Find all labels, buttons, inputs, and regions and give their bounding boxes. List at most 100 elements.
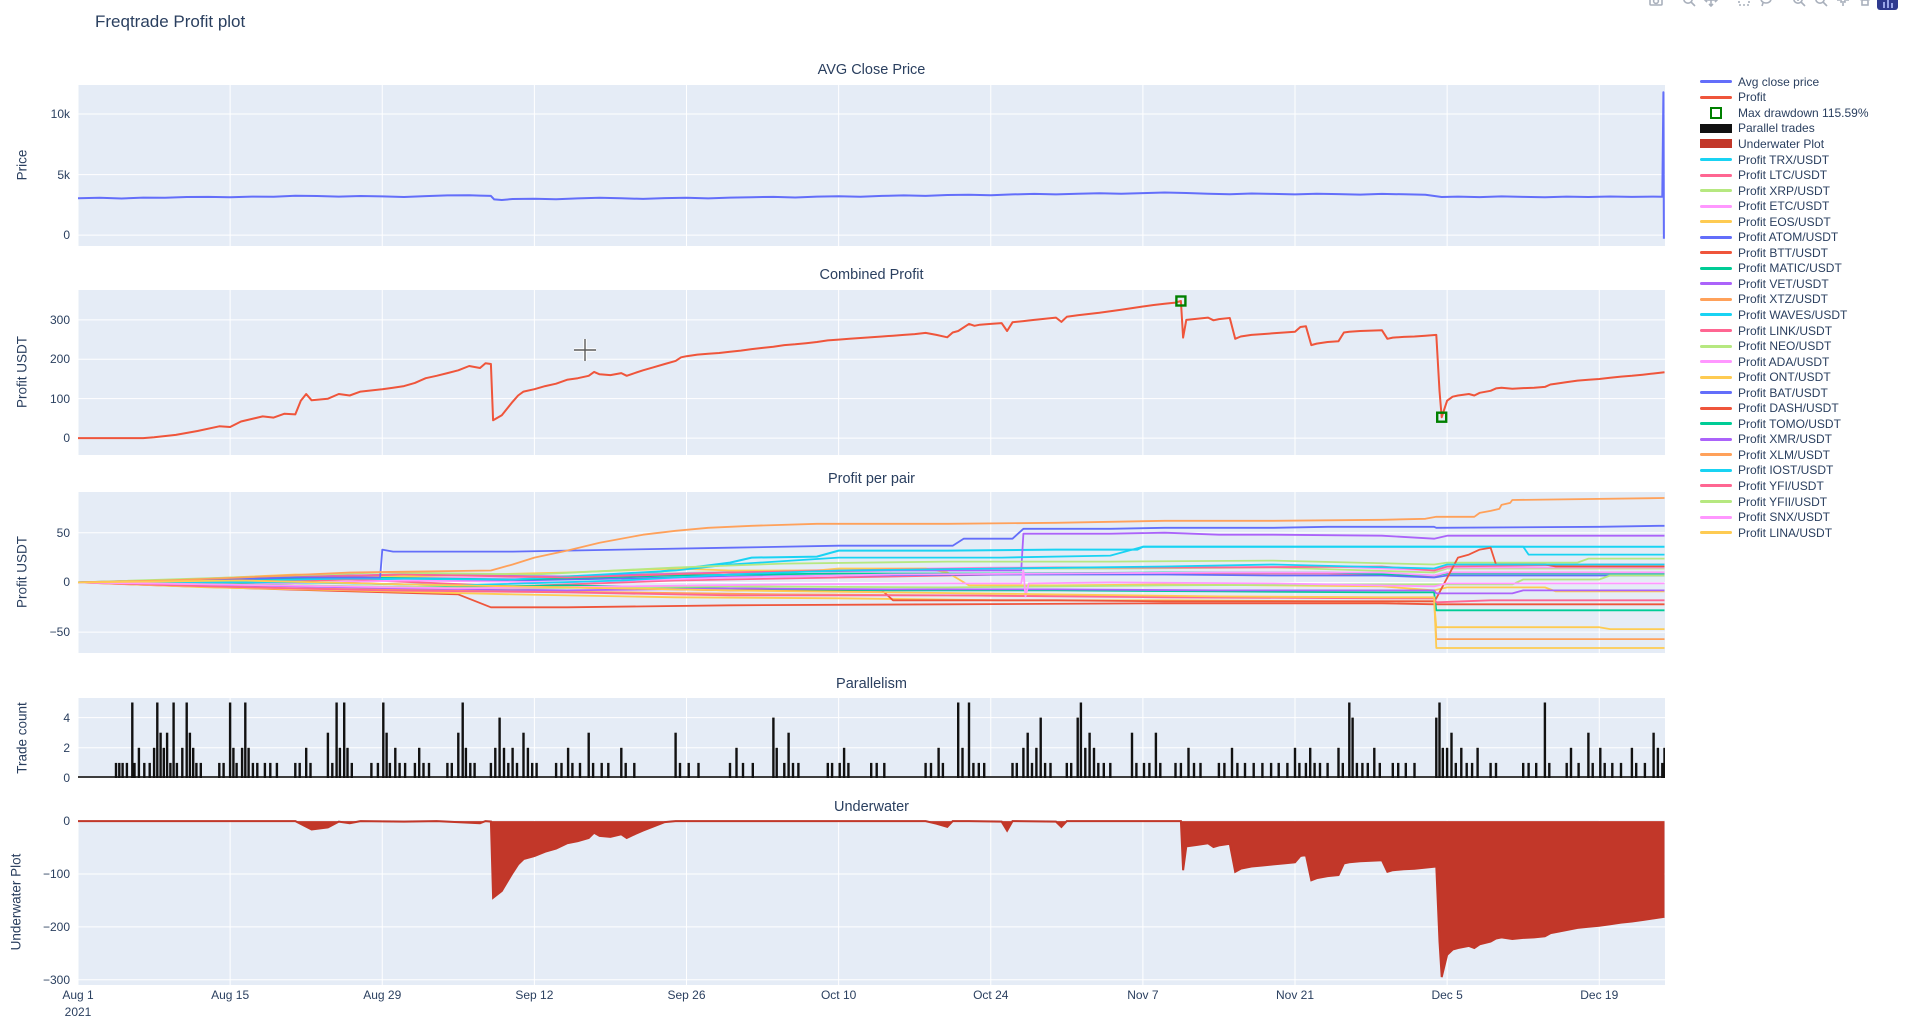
legend-item-profit-lina-usdt[interactable]: Profit LINA/USDT — [1700, 525, 1869, 541]
legend-item-label: Parallel trades — [1738, 121, 1815, 136]
legend-item-underwater-plot[interactable]: Underwater Plot — [1700, 136, 1869, 152]
pan-icon[interactable] — [1701, 0, 1720, 9]
legend-item-profit-matic-usdt[interactable]: Profit MATIC/USDT — [1700, 261, 1869, 277]
trade-count-bar — [457, 732, 460, 778]
legend-item-profit-yfii-usdt[interactable]: Profit YFII/USDT — [1700, 494, 1869, 510]
zoom-out-icon[interactable] — [1811, 0, 1830, 9]
legend-item-profit-snx-usdt[interactable]: Profit SNX/USDT — [1700, 509, 1869, 525]
legend-item-profit-trx-usdt[interactable]: Profit TRX/USDT — [1700, 152, 1869, 168]
reset-axes-icon[interactable] — [1855, 0, 1874, 9]
legend-item-profit-atom-usdt[interactable]: Profit ATOM/USDT — [1700, 229, 1869, 245]
trade-count-bar — [331, 762, 334, 778]
trade-count-bar — [1230, 747, 1234, 778]
legend-item-label: Profit VET/USDT — [1738, 276, 1829, 291]
subplot-combined-profit[interactable] — [78, 290, 1665, 455]
camera-icon[interactable] — [1646, 0, 1665, 9]
legend-item-profit-eos-usdt[interactable]: Profit EOS/USDT — [1700, 214, 1869, 230]
trade-count-bar — [1043, 762, 1047, 778]
trade-count-bar — [143, 762, 146, 778]
max-drawdown-marker — [1175, 295, 1187, 307]
trade-count-bar — [175, 762, 179, 778]
legend-line-swatch-icon — [1700, 313, 1732, 317]
legend-item-profit-iost-usdt[interactable]: Profit IOST/USDT — [1700, 463, 1869, 479]
trade-count-bar — [422, 762, 425, 778]
trade-count-bar — [1217, 762, 1221, 778]
legend-item-profit-link-usdt[interactable]: Profit LINK/USDT — [1700, 323, 1869, 339]
legend-item-profit-ont-usdt[interactable]: Profit ONT/USDT — [1700, 369, 1869, 385]
trade-count-bar — [1435, 717, 1438, 778]
trade-count-bar — [1548, 762, 1551, 778]
zoom-icon[interactable] — [1679, 0, 1698, 9]
legend-item-profit-bat-usdt[interactable]: Profit BAT/USDT — [1700, 385, 1869, 401]
trade-count-bar — [275, 762, 279, 778]
legend-item-parallel-trades[interactable]: Parallel trades — [1700, 121, 1869, 137]
legend-item-profit-btt-usdt[interactable]: Profit BTT/USDT — [1700, 245, 1869, 261]
trade-count-bar — [1236, 762, 1239, 778]
legend-item-profit-dash-usdt[interactable]: Profit DASH/USDT — [1700, 400, 1869, 416]
legend-item-profit-ltc-usdt[interactable]: Profit LTC/USDT — [1700, 167, 1869, 183]
box-select-icon[interactable] — [1734, 0, 1753, 9]
subplot-underwater[interactable] — [78, 820, 1665, 985]
trade-count-bar — [687, 762, 690, 778]
autoscale-icon[interactable] — [1833, 0, 1852, 9]
trade-count-bar — [1154, 732, 1158, 778]
trade-count-bar — [511, 747, 514, 778]
subplot-title-profit-per-pair: Profit per pair — [827, 471, 916, 487]
max-drawdown-marker — [1435, 411, 1448, 423]
y-tick-label: 4 — [63, 710, 70, 725]
legend-item-profit-xtz-usdt[interactable]: Profit XTZ/USDT — [1700, 292, 1869, 308]
trade-count-bar — [571, 762, 574, 778]
trade-count-bar — [1187, 747, 1190, 778]
legend-item-profit-vet-usdt[interactable]: Profit VET/USDT — [1700, 276, 1869, 292]
page-title: Freqtrade Profit plot — [95, 12, 246, 31]
subplot-title-combined-profit: Combined Profit — [819, 267, 924, 283]
trade-count-bar — [1543, 702, 1547, 778]
trade-count-bar — [269, 762, 272, 778]
trade-count-bar — [1199, 762, 1202, 778]
plotly-logo[interactable] — [1877, 0, 1898, 10]
trade-count-bar — [118, 762, 121, 778]
trade-count-bar — [741, 762, 745, 778]
subplot-avg-close-price[interactable] — [78, 85, 1665, 246]
trade-count-bar — [728, 762, 732, 778]
trade-count-bar — [1293, 747, 1297, 778]
legend-item-profit-xrp-usdt[interactable]: Profit XRP/USDT — [1700, 183, 1869, 199]
legend-item-max-drawdown-115-59[interactable]: Max drawdown 115.59% — [1700, 105, 1869, 121]
trade-count-bar — [498, 717, 501, 778]
trade-count-bar — [247, 747, 250, 778]
trade-count-bar — [1535, 762, 1538, 778]
y-tick-label: −100 — [42, 866, 70, 881]
trade-count-bar — [1252, 762, 1255, 778]
legend-line-swatch-icon — [1700, 360, 1732, 364]
legend-item-profit-waves-usdt[interactable]: Profit WAVES/USDT — [1700, 307, 1869, 323]
subplot-parallelism[interactable] — [78, 698, 1665, 778]
legend-item-avg-close-price[interactable]: Avg close price — [1700, 74, 1869, 90]
trade-count-bar — [494, 747, 497, 778]
legend-item-label: Profit — [1738, 90, 1767, 105]
legend-item-label: Profit EOS/USDT — [1738, 214, 1831, 229]
legend-item-profit[interactable]: Profit — [1700, 90, 1869, 106]
legend-line-swatch-icon — [1700, 266, 1732, 270]
legend-item-profit-yfi-usdt[interactable]: Profit YFI/USDT — [1700, 478, 1869, 494]
x-tick-label: Nov 7 — [1127, 988, 1159, 1002]
trade-count-bar — [972, 762, 975, 778]
trade-count-bar — [870, 762, 873, 778]
legend-item-profit-ada-usdt[interactable]: Profit ADA/USDT — [1700, 354, 1869, 370]
trade-count-bar — [228, 702, 232, 778]
trade-count-bar — [875, 762, 878, 778]
legend-item-profit-xlm-usdt[interactable]: Profit XLM/USDT — [1700, 447, 1869, 463]
legend-item-profit-neo-usdt[interactable]: Profit NEO/USDT — [1700, 338, 1869, 354]
trade-count-bar — [427, 762, 431, 778]
trade-count-bar — [842, 747, 846, 778]
legend-item-profit-tomo-usdt[interactable]: Profit TOMO/USDT — [1700, 416, 1869, 432]
legend-item-profit-etc-usdt[interactable]: Profit ETC/USDT — [1700, 198, 1869, 214]
trade-count-bar — [1366, 762, 1369, 778]
trade-count-bar — [620, 747, 623, 778]
subplot-profit-per-pair[interactable] — [78, 492, 1665, 653]
trade-count-bar — [464, 747, 468, 778]
series-profit-bat-usdt — [78, 524, 1665, 584]
zoom-in-icon[interactable] — [1789, 0, 1808, 9]
legend-item-profit-xmr-usdt[interactable]: Profit XMR/USDT — [1700, 432, 1869, 448]
lasso-select-icon[interactable] — [1756, 0, 1775, 9]
